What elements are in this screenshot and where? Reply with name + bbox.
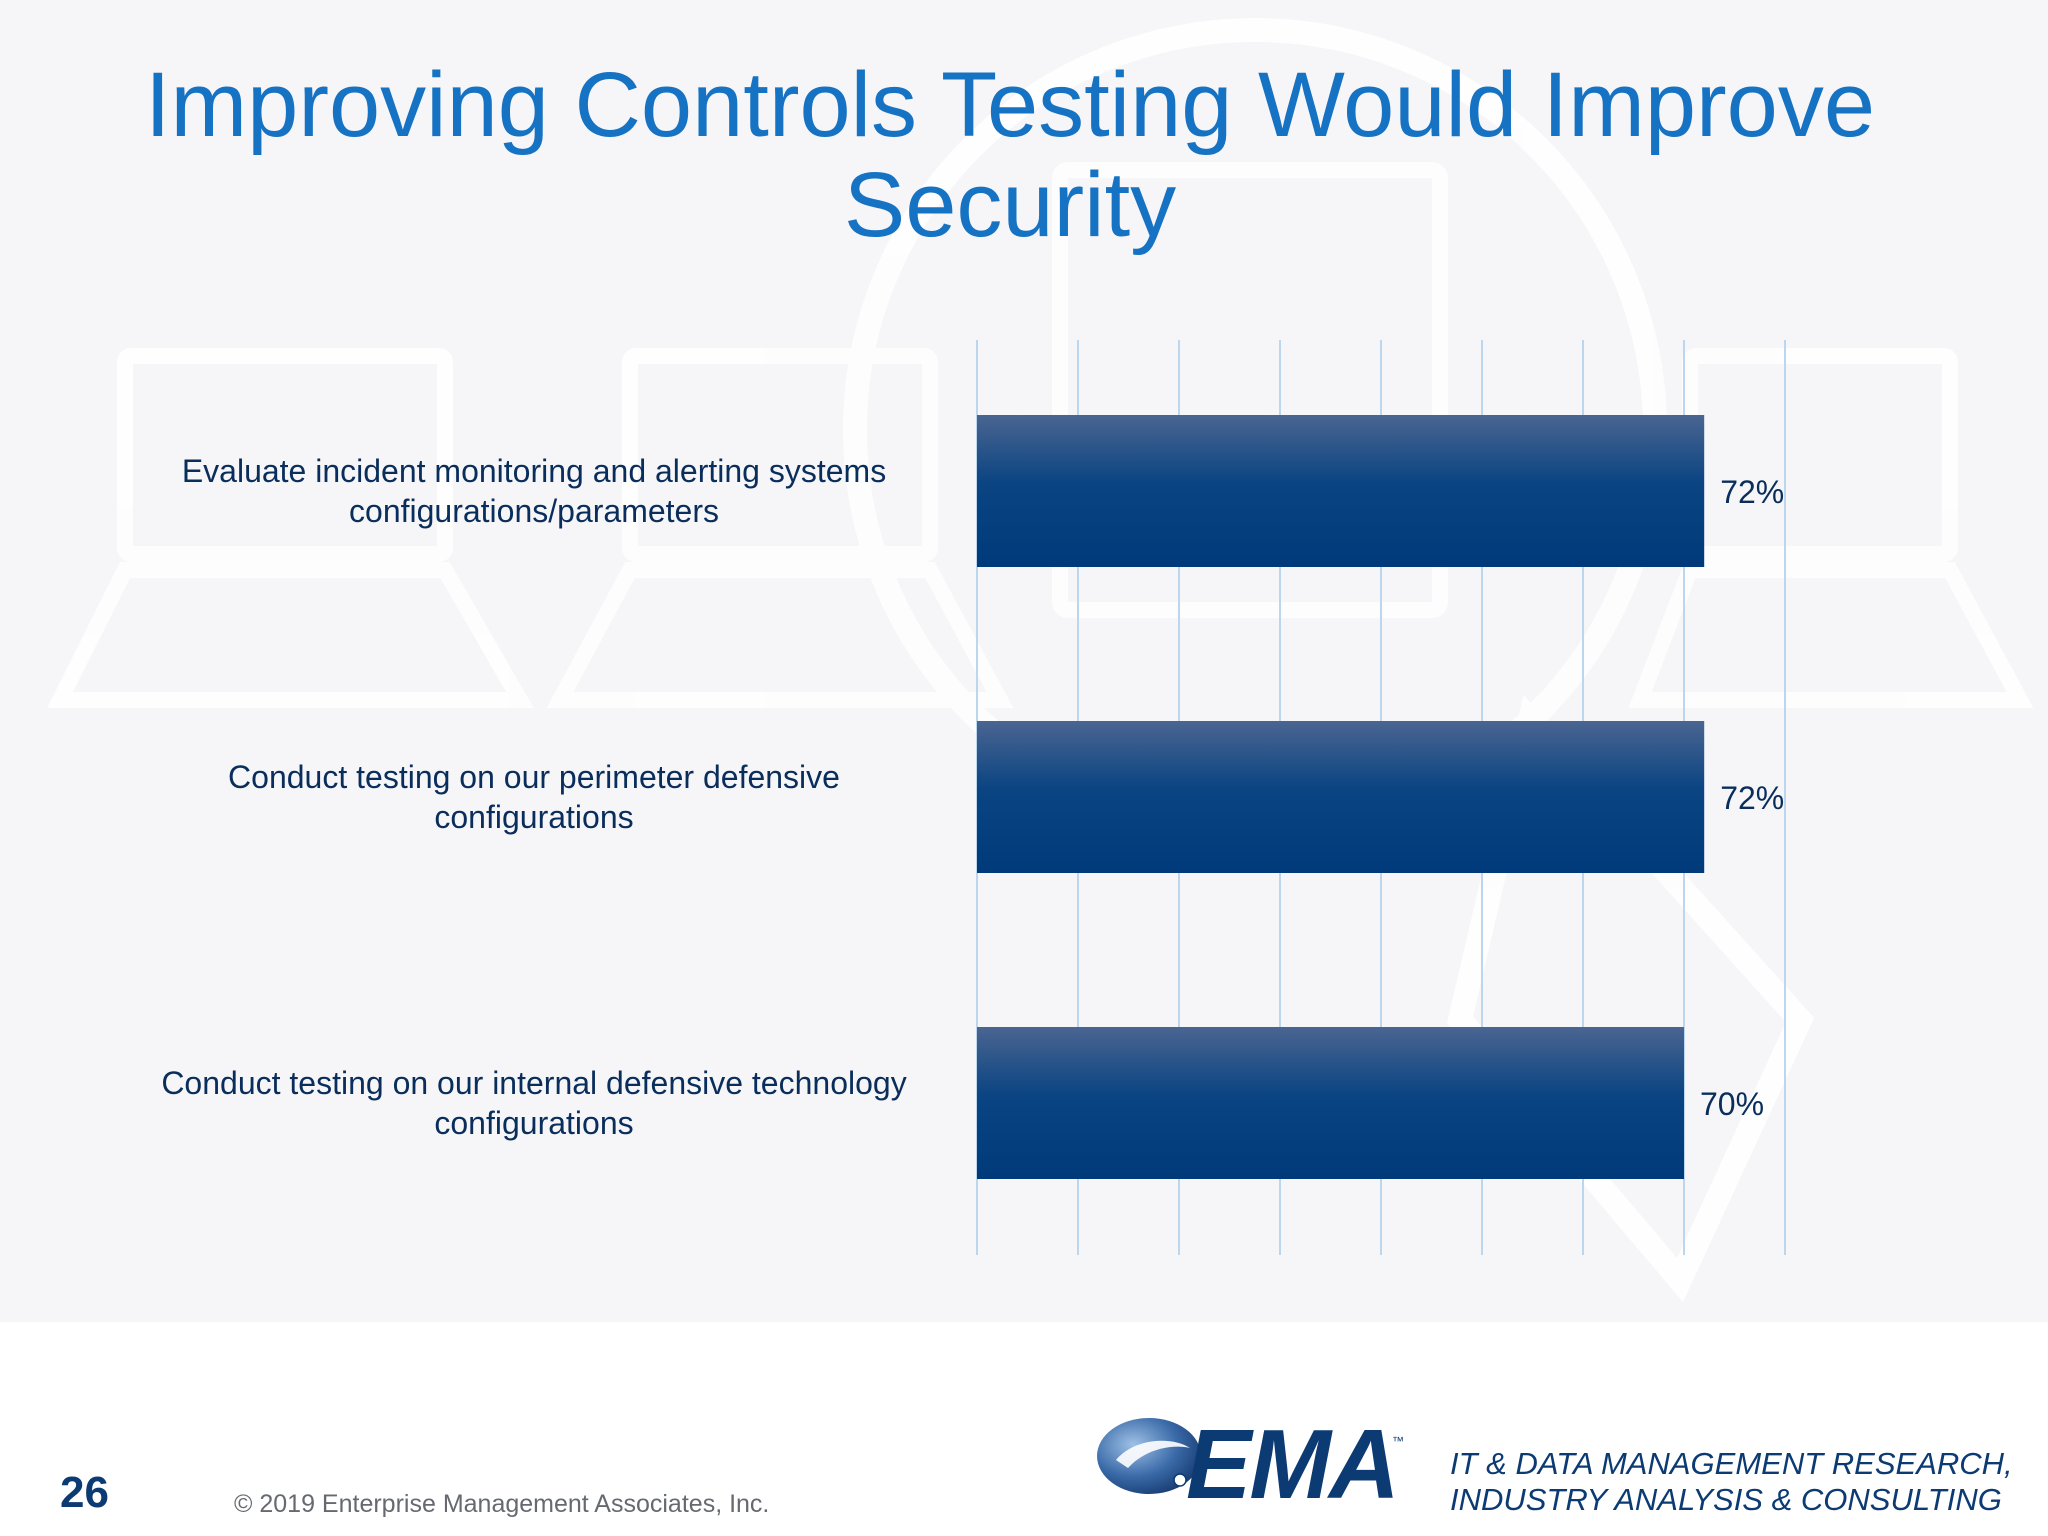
bars	[977, 415, 1705, 1179]
center-screen	[1052, 162, 1448, 618]
category-label-2: Conduct testing on our perimeter defensi…	[120, 757, 948, 837]
data-label-1: 72%	[1720, 474, 1784, 510]
category-label-1: Evaluate incident monitoring and alertin…	[120, 451, 948, 531]
tagline-line-2: INDUSTRY ANALYSIS & CONSULTING	[1450, 1482, 2002, 1517]
footer	[0, 1322, 2048, 1536]
laptop-base-right	[1628, 562, 2034, 708]
tagline-line-1: IT & DATA MANAGEMENT RESEARCH,	[1450, 1446, 2013, 1481]
category-label-1-line-2: configurations/parameters	[349, 493, 719, 529]
data-label-2: 72%	[1720, 780, 1784, 816]
category-label-3: Conduct testing on our internal defensiv…	[120, 1063, 948, 1143]
data-label-3: 70%	[1700, 1086, 1764, 1122]
laptop-base-middle	[546, 562, 1014, 708]
ema-logo-text: EMA	[1186, 1409, 1400, 1519]
category-label-2-line-1: Conduct testing on our perimeter defensi…	[228, 759, 840, 795]
data-labels: 72% 72% 70%	[1700, 474, 1784, 1122]
background-illustration	[0, 0, 2048, 1322]
slide-title: Improving Controls Testing Would Improve…	[144, 54, 1876, 256]
category-label-2-line-2: configurations	[434, 799, 634, 835]
category-label-3-line-1: Conduct testing on our internal defensiv…	[161, 1065, 907, 1101]
laptop-screen-middle	[622, 348, 938, 562]
bar-1	[977, 415, 1705, 567]
category-label-1-line-1: Evaluate incident monitoring and alertin…	[181, 453, 887, 489]
magnifier-handle	[1446, 694, 1815, 1303]
page-number: 26	[60, 1468, 109, 1517]
category-label-3-line-2: configurations	[434, 1105, 634, 1141]
laptop-base-left	[47, 562, 534, 708]
laptop-screen-left	[117, 348, 453, 562]
copyright-notice: © 2019 Enterprise Management Associates,…	[234, 1490, 770, 1518]
bar-3	[977, 1027, 1684, 1179]
bar-chart: 72% 72% 70%	[976, 340, 1786, 1255]
bar-2	[977, 721, 1705, 873]
ema-logo-icon	[1097, 1418, 1201, 1494]
logo-trademark: ™	[1392, 1434, 1404, 1448]
